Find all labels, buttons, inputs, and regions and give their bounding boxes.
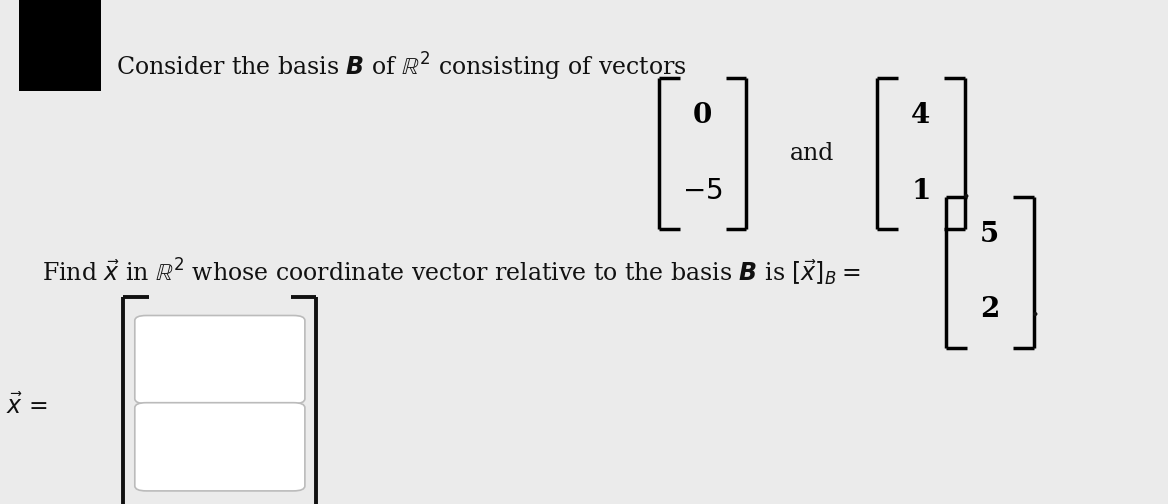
- Text: Find $\vec{x}$ in $\mathbb{R}^2$ whose coordinate vector relative to the basis $: Find $\vec{x}$ in $\mathbb{R}^2$ whose c…: [42, 257, 860, 288]
- FancyBboxPatch shape: [134, 316, 305, 404]
- Text: and: and: [790, 142, 834, 165]
- Text: 5: 5: [980, 221, 1000, 248]
- FancyBboxPatch shape: [134, 403, 305, 491]
- Text: $\vec{x}$ =: $\vec{x}$ =: [6, 393, 48, 419]
- Text: $-5$: $-5$: [682, 178, 723, 205]
- Text: .: .: [961, 173, 972, 205]
- Text: 2: 2: [980, 296, 1000, 324]
- Text: 4: 4: [911, 102, 931, 130]
- Bar: [19, 0, 102, 91]
- Text: .: .: [1030, 291, 1041, 324]
- Text: 0: 0: [693, 102, 712, 130]
- Text: 1: 1: [911, 178, 931, 205]
- Text: Consider the basis $\boldsymbol{B}$ of $\mathbb{R}^2$ consisting of vectors: Consider the basis $\boldsymbol{B}$ of $…: [117, 50, 687, 83]
